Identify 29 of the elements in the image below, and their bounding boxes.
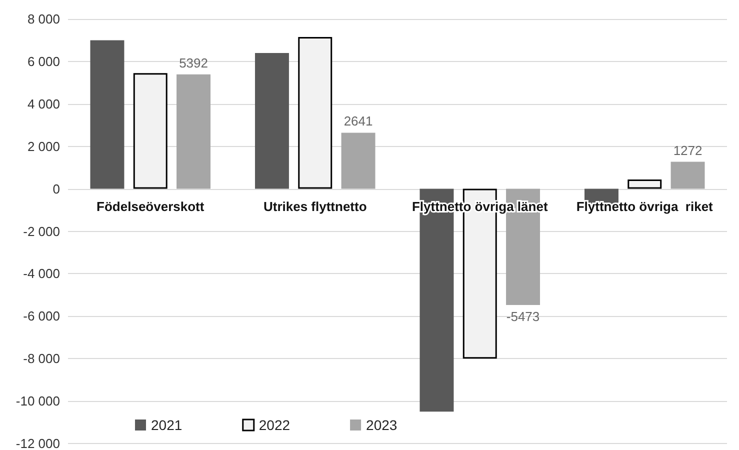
x-tick-label: Utrikes flyttnetto [263, 199, 367, 214]
bar [298, 37, 332, 189]
legend-label: 2021 [151, 417, 182, 433]
data-label: 1272 [673, 142, 702, 158]
bar [628, 179, 662, 189]
y-tick-label: 8 000 [27, 12, 60, 26]
y-tick-label: 2 000 [27, 138, 60, 154]
y-tick-label: -12 000 [16, 436, 60, 450]
bar [254, 52, 289, 189]
x-tick-label: Födelseöverskott [96, 199, 205, 214]
x-tick-label: Flyttnetto övriga riket [576, 199, 714, 214]
bar [90, 40, 124, 189]
y-tick-label: 4 000 [27, 96, 60, 112]
y-tick-label: -6 000 [23, 308, 60, 324]
y-tick-label: -2 000 [23, 224, 60, 239]
y-tick-label: -4 000 [23, 266, 60, 282]
legend-label: 2022 [258, 417, 290, 433]
bar [670, 162, 705, 189]
data-label: 5392 [179, 55, 208, 70]
data-label: 2641 [344, 114, 373, 129]
y-tick-label: 6 000 [27, 54, 60, 69]
y-tick-label: -10 000 [16, 394, 60, 409]
y-tick-label: 0 [52, 181, 60, 196]
bar [341, 132, 376, 189]
y-tick-label: -8 000 [23, 351, 60, 366]
data-label: -5473 [506, 308, 540, 324]
bar [133, 73, 168, 189]
bar [176, 74, 211, 189]
legend-label: 2023 [366, 417, 398, 433]
